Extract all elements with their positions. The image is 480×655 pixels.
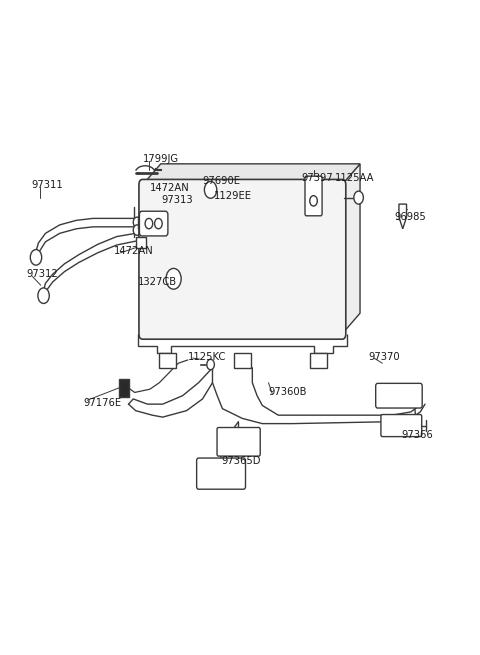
Circle shape: [310, 196, 317, 206]
Circle shape: [133, 225, 141, 235]
Circle shape: [38, 288, 49, 303]
Text: 1125AA: 1125AA: [335, 173, 374, 183]
FancyBboxPatch shape: [139, 212, 168, 236]
Text: 97360B: 97360B: [268, 388, 307, 398]
Text: 1472AN: 1472AN: [114, 246, 154, 256]
Text: 97366: 97366: [401, 430, 433, 440]
Text: 1129EE: 1129EE: [214, 191, 252, 200]
Circle shape: [204, 181, 217, 198]
Circle shape: [166, 269, 181, 290]
Bar: [234, 354, 251, 367]
Text: 1125KC: 1125KC: [188, 352, 226, 362]
Text: 97690E: 97690E: [202, 176, 240, 186]
Circle shape: [207, 360, 215, 369]
Text: 1327CB: 1327CB: [138, 277, 177, 287]
Text: 97311: 97311: [31, 179, 63, 189]
Text: 97313: 97313: [162, 195, 193, 205]
FancyBboxPatch shape: [197, 458, 245, 489]
Text: 97176E: 97176E: [84, 398, 121, 409]
Circle shape: [133, 217, 141, 227]
Bar: [138, 215, 148, 229]
Text: 97365D: 97365D: [221, 456, 261, 466]
FancyBboxPatch shape: [305, 176, 322, 215]
Polygon shape: [399, 204, 407, 229]
Text: 1472AN: 1472AN: [150, 183, 190, 193]
Bar: [119, 379, 129, 397]
Circle shape: [145, 218, 153, 229]
FancyBboxPatch shape: [217, 428, 260, 456]
Circle shape: [354, 191, 363, 204]
Text: 97370: 97370: [368, 352, 400, 362]
Text: 97312: 97312: [26, 269, 58, 279]
Bar: [136, 236, 146, 248]
Polygon shape: [342, 164, 360, 334]
Bar: [310, 354, 327, 367]
Circle shape: [155, 218, 162, 229]
Bar: [159, 354, 177, 367]
Text: 1799JG: 1799JG: [143, 154, 179, 164]
FancyBboxPatch shape: [376, 383, 422, 408]
Text: 97397: 97397: [301, 173, 334, 183]
FancyBboxPatch shape: [381, 415, 422, 437]
Polygon shape: [143, 164, 360, 185]
Circle shape: [30, 250, 42, 265]
FancyBboxPatch shape: [139, 179, 346, 339]
Text: 96985: 96985: [394, 212, 426, 222]
